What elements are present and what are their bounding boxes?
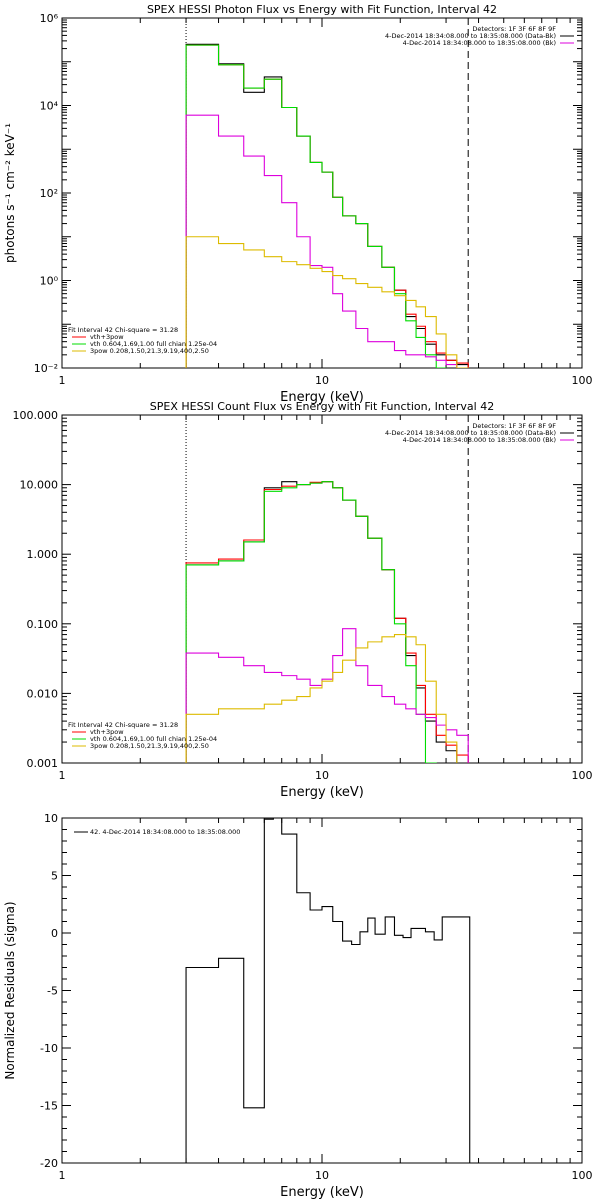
x-tick-label: 1 [59,374,66,387]
series-group [185,43,469,368]
series-line-bk [185,114,469,368]
series-group [185,481,469,763]
y-tick-label: 10² [40,187,58,200]
chart-title: SPEX HESSI Count Flux vs Energy with Fit… [150,400,494,413]
panel-2: 1 10 100 0.001 0.010 0.100 1.000 10.000 100.000 S… [13,400,593,800]
panel-1: 1 10 100 10⁻² 10⁰ 10² 10⁴ 10⁶ SPEX HESSI Photon … [3,3,593,405]
legend-text: Fit Interval 42 Chi-square = 31.28 [68,326,178,334]
y-tick-label: 1.000 [27,548,59,561]
legend-text: 3pow 0.208,1.50,21.3,9.19,400,2.50 [90,742,209,750]
series-line-bk [185,628,469,763]
x-tick-label: 1 [59,769,66,782]
y-tick-label: 0.100 [27,618,59,631]
y-tick-label: 10.000 [20,479,59,492]
x-axis-label: Energy (keV) [280,785,364,800]
legend-text: vth 0.604,1.69,1.00 full chian 1.25e-04 [90,340,217,348]
legend-text: 42. 4-Dec-2014 18:34:08.000 to 18:35:08.… [90,828,240,836]
x-tick-label: 100 [572,1169,593,1182]
y-tick-label: -15 [40,1100,58,1113]
legend-text: 4-Dec-2014 18:34:08.000 to 18:35:08.000 … [385,32,556,40]
y-tick-label: 10⁰ [40,275,59,288]
legend-text: vth+3pow [90,728,124,736]
legend-text: Detectors: 1F 3F 6F 8F 9F [472,25,556,33]
y-tick-label: 100.000 [13,409,59,422]
x-tick-label: 1 [59,1169,66,1182]
series-line-vth [185,44,447,368]
series-line-3pow [185,236,469,368]
series-line-vth-3pow [185,44,469,368]
y-tick-label: 0 [51,927,58,940]
legend-text: Fit Interval 42 Chi-square = 31.28 [68,721,178,729]
y-tick-label: 10⁻² [34,362,58,375]
legend-text: 3pow 0.208,1.50,21.3,9.19,400,2.50 [90,347,209,355]
legend-text: 4-Dec-2014 18:34:08.000 to 18:35:08.000 … [403,436,556,444]
legend-text: 4-Dec-2014 18:34:08.000 to 18:35:08.000 … [403,39,556,47]
legend-text: 4-Dec-2014 18:34:08.000 to 18:35:08.000 … [385,429,556,437]
y-axis-label: Normalized Residuals (sigma) [3,901,17,1079]
chart-title: SPEX HESSI Photon Flux vs Energy with Fi… [147,3,497,16]
x-tick-label: 100 [572,769,593,782]
legend-text: vth 0.604,1.69,1.00 full chian 1.25e-04 [90,735,217,743]
y-tick-label: 0.001 [27,757,59,770]
y-tick-label: -10 [40,1042,58,1055]
y-tick-label: -20 [40,1157,58,1170]
plot-frame [61,817,583,1164]
x-tick-label: 100 [572,374,593,387]
y-axis-label: photons s⁻¹ cm⁻² keV⁻¹ [3,123,17,263]
x-tick-label: 10 [315,374,329,387]
x-axis-label: Energy (keV) [280,390,364,405]
plot-frame [61,17,583,369]
series-line-3pow [185,634,458,763]
series-line-vth [185,481,437,763]
x-tick-label: 10 [315,1169,329,1182]
series-group [185,818,471,1163]
legend-text: vth+3pow [90,333,124,341]
y-tick-label: -5 [47,985,58,998]
y-tick-label: 10⁴ [40,100,59,113]
legend-text: Detectors: 1F 3F 6F 8F 9F [472,422,556,430]
y-tick-label: 0.010 [27,687,59,700]
plot-frame [61,414,583,764]
x-axis-label: Energy (keV) [280,1185,364,1200]
y-tick-label: 5 [51,870,58,883]
panel-3: 1 10 100 -20 -15 -10 -5 0 5 10 Energy (keV) Normali… [3,812,593,1200]
y-tick-label: 10 [44,812,58,825]
y-tick-label: 10⁶ [40,12,59,25]
series-line-42- [185,818,471,1163]
x-tick-label: 10 [315,769,329,782]
